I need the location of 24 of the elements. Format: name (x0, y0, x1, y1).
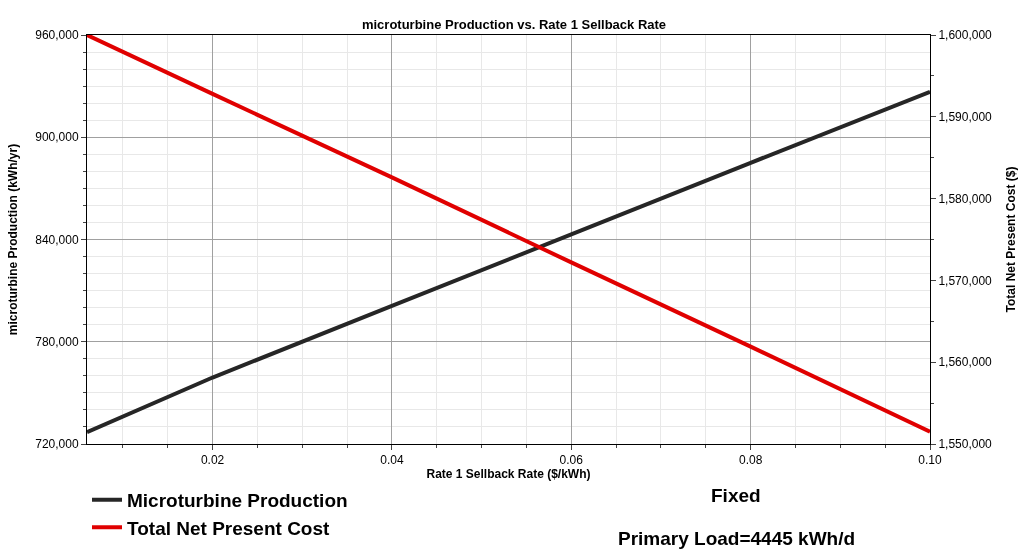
text: Primary Load=4445 kWh/d (618, 528, 856, 549)
x-tick-label: 0.10 (918, 453, 942, 468)
y-tick-label: 900,000 (35, 130, 79, 145)
y2-tick-label: 1,550,000 (938, 437, 993, 452)
y-tick-label: 720,000 (35, 437, 79, 452)
y-tick-label: 780,000 (35, 334, 79, 349)
y2-tick-label: 1,590,000 (938, 110, 993, 124)
x-tick-label: 0.02 (200, 453, 225, 468)
y2-tick-label: 1,580,000 (938, 191, 993, 206)
x-tick-label: 0.04 (380, 453, 404, 468)
text: Fixed (711, 485, 761, 506)
chart-title: microturbine Production vs. Rate 1 Sellback Rate (361, 17, 667, 33)
y-tick-label: 960,000 (35, 28, 79, 43)
y-axis-title: microturbine Production (kWh/yr) (5, 143, 20, 336)
y2-tick-label: 1,560,000 (938, 355, 993, 370)
y2-axis-title: Total Net Present Cost ($) (1004, 166, 1019, 313)
y2-tick-label: 1,600,000 (938, 28, 993, 43)
legend-label: Microturbine Production (127, 490, 348, 512)
y2-tick-label: 1,570,000 (938, 273, 993, 288)
legend-label: Total Net Present Cost (127, 517, 331, 539)
x-tick-label: 0.06 (559, 453, 584, 468)
x-axis-title: Rate 1 Sellback Rate ($/kWh) (426, 467, 591, 482)
y-tick-label: 840,000 (35, 232, 79, 247)
x-tick-label: 0.08 (738, 453, 763, 468)
